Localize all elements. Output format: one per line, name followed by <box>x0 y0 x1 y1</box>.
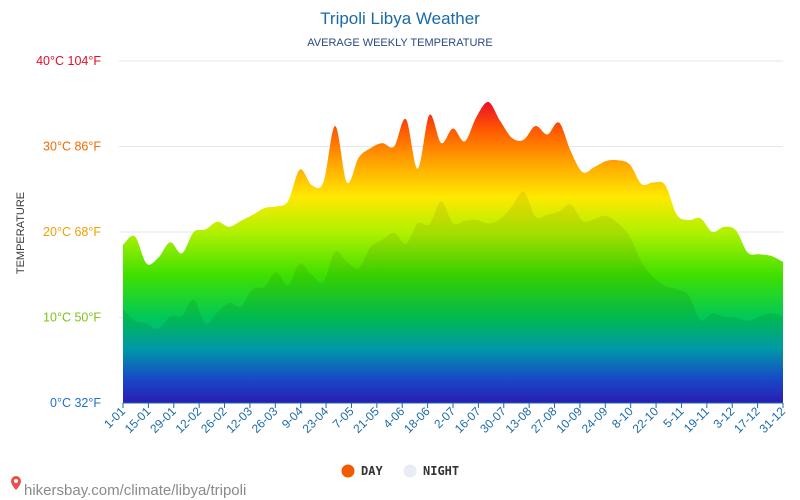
legend-night-marker <box>403 464 417 478</box>
y-tick-label: 20°C 68°F <box>43 225 101 239</box>
chart-subtitle: AVERAGE WEEKLY TEMPERATURE <box>307 37 492 49</box>
x-tick-label: 23-04 <box>300 404 332 436</box>
x-tick-label: 29-01 <box>147 404 179 436</box>
y-tick-label: 10°C 50°F <box>43 311 101 325</box>
y-axis-label: TEMPERATURE <box>15 192 27 274</box>
legend-item-day[interactable]: DAY <box>341 464 384 478</box>
x-tick-labels: 1-0115-0129-0112-0226-0212-0326-039-0423… <box>101 402 789 436</box>
x-tick-label: 17-12 <box>731 404 763 436</box>
x-tick-label: 31-12 <box>757 404 789 436</box>
x-tick-label: 21-05 <box>350 404 382 436</box>
x-tick-label: 19-11 <box>681 404 712 435</box>
x-tick-label: 12-03 <box>223 404 255 436</box>
series-night-area <box>123 191 783 403</box>
legend: DAY NIGHT <box>341 464 460 478</box>
watermark[interactable]: hikersbay.com/climate/libya/tripoli <box>11 476 246 499</box>
legend-night-label: NIGHT <box>423 464 459 478</box>
x-tick-label: 24-09 <box>579 404 611 436</box>
legend-day-marker <box>341 464 355 478</box>
x-tick-label: 16-07 <box>452 404 484 436</box>
x-tick-label: 10-09 <box>553 404 585 436</box>
chart-title: Tripoli Libya Weather <box>320 9 480 28</box>
x-tick-label: 12-02 <box>173 404 205 436</box>
x-tick-label: 13-08 <box>503 404 535 436</box>
x-tick-label: 30-07 <box>477 404 509 436</box>
x-tick-label: 22-10 <box>630 404 662 436</box>
watermark-text: hikersbay.com/climate/libya/tripoli <box>24 482 246 499</box>
x-tick-label: 26-02 <box>198 404 230 436</box>
y-tick-labels: 0°C 32°F 10°C 50°F 20°C 68°F 30°C 86°F 40°C … <box>36 54 101 410</box>
x-tick-label: 18-06 <box>401 404 433 436</box>
x-tick-label: 27-08 <box>528 404 560 436</box>
x-tick-label: 15-01 <box>122 404 154 436</box>
legend-day-label: DAY <box>361 464 383 478</box>
plot-areas <box>123 101 783 403</box>
x-tick-label: 26-03 <box>249 404 281 436</box>
map-pin-dot <box>14 479 18 483</box>
y-tick-label: 40°C 104°F <box>36 54 101 68</box>
y-tick-label: 0°C 32°F <box>50 396 101 410</box>
legend-item-night[interactable]: NIGHT <box>403 464 460 478</box>
y-tick-label: 30°C 86°F <box>43 140 101 154</box>
